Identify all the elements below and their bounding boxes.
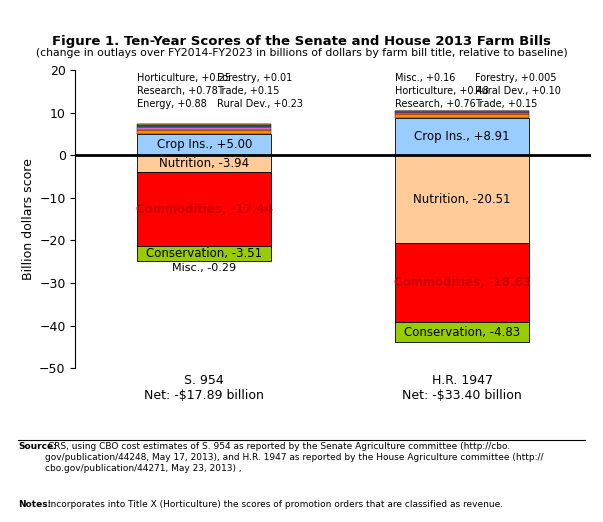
Text: Net: -$33.40 billion: Net: -$33.40 billion bbox=[402, 389, 522, 402]
Text: (change in outlays over FY2014-FY2023 in billions of dollars by farm bill title,: (change in outlays over FY2014-FY2023 in… bbox=[36, 48, 567, 57]
Text: H.R. 1947: H.R. 1947 bbox=[432, 374, 493, 387]
Text: Nutrition, -3.94: Nutrition, -3.94 bbox=[159, 157, 249, 170]
Bar bbox=[137, 124, 271, 125]
Text: Conservation, -4.83: Conservation, -4.83 bbox=[404, 326, 520, 339]
Text: Misc., -0.29: Misc., -0.29 bbox=[172, 264, 236, 274]
Text: Net: -$17.89 billion: Net: -$17.89 billion bbox=[144, 389, 264, 402]
Text: Nutrition, -20.51: Nutrition, -20.51 bbox=[413, 193, 511, 206]
Bar bbox=[395, 112, 529, 114]
Bar bbox=[395, 156, 529, 243]
Text: Crop Ins., +8.91: Crop Ins., +8.91 bbox=[414, 130, 510, 143]
Text: Commodities, -17.44: Commodities, -17.44 bbox=[136, 203, 273, 216]
Text: Commodities, -18.63: Commodities, -18.63 bbox=[394, 276, 531, 289]
Bar bbox=[137, 246, 271, 262]
Text: S. 954: S. 954 bbox=[185, 374, 224, 387]
Bar bbox=[137, 156, 271, 172]
Text: Forestry, +0.005
Rural Dev., +0.10
Trade, +0.15: Forestry, +0.005 Rural Dev., +0.10 Trade… bbox=[475, 73, 561, 109]
Text: Horticulture, +0.25
Research, +0.78
Energy, +0.88: Horticulture, +0.25 Research, +0.78 Ener… bbox=[137, 73, 231, 109]
Text: Crop Ins., +5.00: Crop Ins., +5.00 bbox=[157, 138, 252, 151]
Bar bbox=[137, 130, 271, 134]
Bar bbox=[395, 117, 529, 156]
Bar bbox=[137, 127, 271, 130]
Bar bbox=[395, 114, 529, 117]
Text: Source:: Source: bbox=[18, 442, 57, 451]
Bar bbox=[137, 125, 271, 126]
Bar bbox=[137, 126, 271, 127]
Text: Conservation, -3.51: Conservation, -3.51 bbox=[146, 247, 262, 260]
Bar bbox=[395, 243, 529, 322]
Text: Figure 1. Ten-Year Scores of the Senate and House 2013 Farm Bills: Figure 1. Ten-Year Scores of the Senate … bbox=[52, 35, 551, 48]
Bar bbox=[137, 172, 271, 246]
Text: Notes:: Notes: bbox=[18, 500, 51, 509]
Text: CRS, using CBO cost estimates of S. 954 as reported by the Senate Agriculture co: CRS, using CBO cost estimates of S. 954 … bbox=[45, 442, 544, 473]
Bar bbox=[395, 322, 529, 342]
Y-axis label: Billion dollars score: Billion dollars score bbox=[22, 158, 35, 280]
Bar bbox=[137, 134, 271, 156]
Bar bbox=[395, 111, 529, 112]
Text: Incorporates into Title X (Horticulture) the scores of promotion orders that are: Incorporates into Title X (Horticulture)… bbox=[45, 500, 504, 509]
Text: Forestry, +0.01
Trade, +0.15
Rural Dev., +0.23: Forestry, +0.01 Trade, +0.15 Rural Dev.,… bbox=[217, 73, 303, 109]
Text: Misc., +0.16
Horticulture, +0.48
Research, +0.76: Misc., +0.16 Horticulture, +0.48 Researc… bbox=[395, 73, 489, 109]
